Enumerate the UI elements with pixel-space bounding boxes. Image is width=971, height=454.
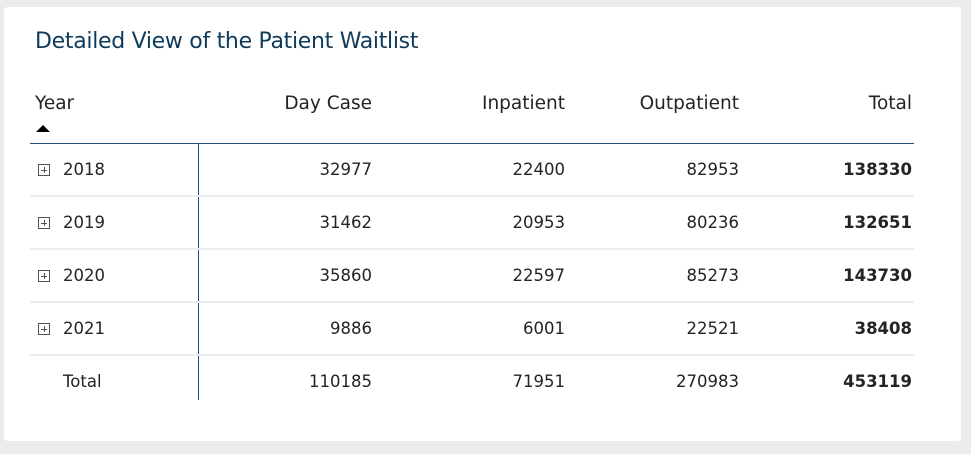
row-header-divider	[198, 144, 199, 400]
cell-inpatient: 22400	[512, 160, 566, 179]
cell-total: 38408	[854, 319, 912, 338]
cell-total: 138330	[843, 160, 912, 179]
column-header-total[interactable]: Total	[868, 93, 912, 114]
waitlist-matrix: Year Day Case Inpatient Outpatient Total…	[30, 83, 914, 407]
cell-outpatient: 85273	[686, 266, 740, 285]
total-outpatient: 270983	[676, 372, 739, 391]
expand-plus-icon[interactable]	[38, 323, 50, 335]
sort-ascending-icon[interactable]	[36, 125, 50, 132]
table-row: 2021 9886 6001 22521 38408	[30, 303, 914, 356]
cell-day-case: 9886	[330, 319, 372, 338]
expand-plus-icon[interactable]	[38, 164, 50, 176]
cell-outpatient: 80236	[686, 213, 740, 232]
column-header-outpatient[interactable]: Outpatient	[639, 93, 739, 114]
cell-outpatient: 22521	[686, 319, 740, 338]
expand-plus-icon[interactable]	[38, 217, 50, 229]
cell-total: 143730	[843, 266, 912, 285]
column-header-inpatient[interactable]: Inpatient	[481, 93, 565, 114]
column-header-day-case[interactable]: Day Case	[284, 93, 372, 114]
total-day-case: 110185	[309, 372, 372, 391]
column-header-row: Year Day Case Inpatient Outpatient Total	[30, 83, 914, 144]
row-header-year: 2020	[63, 266, 105, 285]
cell-day-case: 32977	[319, 160, 373, 179]
expand-plus-icon[interactable]	[38, 270, 50, 282]
cell-day-case: 35860	[319, 266, 373, 285]
row-header-year: 2019	[63, 213, 105, 232]
row-header-year: 2021	[63, 319, 105, 338]
grand-total-row: Total 110185 71951 270983 453119	[30, 356, 914, 407]
row-header-year: 2018	[63, 160, 105, 179]
cell-inpatient: 20953	[512, 213, 566, 232]
cell-outpatient: 82953	[686, 160, 740, 179]
cell-inpatient: 22597	[512, 266, 566, 285]
grand-total-label: Total	[63, 372, 102, 391]
cell-total: 132651	[843, 213, 912, 232]
column-header-year[interactable]: Year	[35, 93, 75, 114]
cell-inpatient: 6001	[523, 319, 565, 338]
cell-day-case: 31462	[319, 213, 373, 232]
total-inpatient: 71951	[512, 372, 566, 391]
table-row: 2020 35860 22597 85273 143730	[30, 250, 914, 303]
table-row: 2019 31462 20953 80236 132651	[30, 197, 914, 250]
table-row: 2018 32977 22400 82953 138330	[30, 144, 914, 197]
matrix-visual-card: Detailed View of the Patient Waitlist Ye…	[4, 7, 961, 441]
visual-title: Detailed View of the Patient Waitlist	[35, 29, 419, 54]
grand-total-value: 453119	[843, 372, 912, 391]
